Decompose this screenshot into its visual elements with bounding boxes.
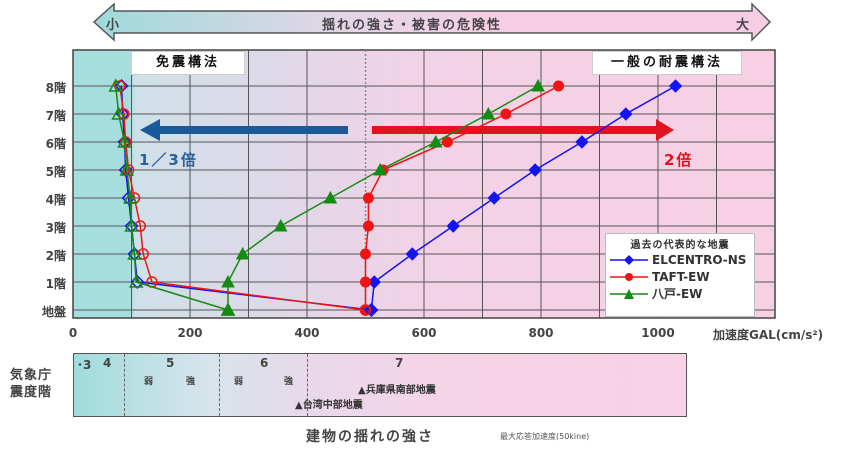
jma-label-line2: 震度階 bbox=[10, 385, 53, 400]
triangle-marker-icon bbox=[610, 288, 648, 299]
triangle-marker-icon bbox=[119, 162, 135, 176]
x-tick: 1000 bbox=[641, 326, 675, 340]
jma-label-line1: 気象庁 bbox=[10, 368, 53, 383]
y-tick: 2階 bbox=[45, 249, 66, 263]
diamond-marker-icon bbox=[528, 163, 542, 177]
intensity-5: 5 bbox=[166, 356, 175, 370]
jma-scale-label: 気象庁 震度階 bbox=[10, 367, 52, 401]
scale-divider bbox=[124, 354, 125, 416]
legend-item-elcentro: ELCENTRO-NS bbox=[606, 251, 754, 268]
legend-label: TAFT-EW bbox=[652, 269, 710, 284]
severity-banner: 小 揺れの強さ・被害の危険性 大 bbox=[92, 2, 772, 42]
y-tick: 地盤 bbox=[41, 305, 66, 319]
conventional-method-label: 一般の耐震構法 bbox=[592, 51, 742, 75]
y-tick: 8階 bbox=[45, 81, 66, 95]
conventional-ratio-label: 2倍 bbox=[664, 151, 694, 169]
banner-low-label: 小 bbox=[106, 18, 122, 33]
diamond-marker-icon bbox=[405, 247, 420, 261]
footer-title: 建物の揺れの強さ bbox=[306, 429, 434, 445]
circle-marker-icon bbox=[362, 192, 374, 204]
legend-label: 八戸-EW bbox=[652, 287, 703, 301]
circle-marker-icon bbox=[362, 220, 374, 232]
isolation-method-label: 免震構法 bbox=[131, 51, 245, 75]
diamond-marker-icon bbox=[487, 191, 501, 205]
intensity-3: ･3 bbox=[77, 358, 92, 372]
triangle-marker-icon bbox=[273, 218, 288, 232]
triangle-marker-icon bbox=[111, 106, 126, 120]
x-tick: 400 bbox=[294, 326, 320, 340]
y-tick: 4階 bbox=[45, 193, 66, 207]
diamond-marker-icon bbox=[446, 219, 460, 233]
triangle-marker-icon bbox=[373, 162, 387, 176]
legend-item-hachinohe: 八戸-EW bbox=[606, 285, 754, 302]
triangle-marker-icon bbox=[124, 218, 139, 232]
chart-legend: 過去の代表的な地震 ELCENTRO-NS TAFT-EW 八戸-EW bbox=[605, 233, 755, 317]
isolation-arrow-icon bbox=[140, 119, 348, 141]
y-tick: 1階 bbox=[45, 277, 66, 291]
triangle-marker-icon bbox=[127, 246, 142, 260]
circle-marker-icon bbox=[553, 80, 565, 92]
triangle-marker-icon bbox=[481, 106, 496, 120]
triangle-marker-icon bbox=[117, 134, 132, 148]
triangle-marker-icon bbox=[221, 274, 235, 288]
diamond-marker-icon bbox=[668, 79, 683, 93]
scale-divider bbox=[307, 354, 308, 416]
triangle-marker-icon bbox=[123, 190, 138, 204]
event-taiwan: ▲台湾中部地震 bbox=[295, 400, 363, 411]
legend-item-taft: TAFT-EW bbox=[606, 268, 754, 285]
intensity-6-strong: 強 bbox=[284, 377, 294, 387]
double-arrow-icon bbox=[92, 2, 772, 42]
triangle-marker-icon bbox=[531, 78, 545, 92]
series-line bbox=[114, 85, 229, 311]
x-axis-unit-label: 加速度GAL(cm/s²) bbox=[713, 328, 824, 342]
x-tick: 200 bbox=[177, 326, 203, 340]
triangle-marker-icon bbox=[128, 274, 144, 288]
y-tick: 6階 bbox=[45, 137, 66, 151]
legend-title: 過去の代表的な地震 bbox=[630, 240, 730, 251]
circle-marker-icon bbox=[610, 272, 648, 281]
triangle-marker-icon bbox=[428, 134, 443, 148]
scale-divider bbox=[219, 354, 220, 416]
isolation-ratio-label: 1／3倍 bbox=[139, 151, 198, 169]
x-tick: 600 bbox=[411, 326, 437, 340]
x-tick: 0 bbox=[68, 326, 78, 340]
triangle-marker-icon bbox=[323, 190, 338, 204]
diamond-marker-icon bbox=[364, 302, 379, 318]
circle-marker-icon bbox=[360, 248, 371, 260]
circle-marker-icon bbox=[359, 304, 372, 316]
intensity-6-weak: 弱 bbox=[234, 377, 244, 387]
jma-intensity-scale: ･3 4 5 弱 強 6 弱 強 7 ▲兵庫県南部地震 ▲台湾中部地震 bbox=[73, 353, 687, 417]
y-tick: 7階 bbox=[45, 109, 66, 123]
circle-marker-icon bbox=[360, 276, 371, 288]
triangle-marker-icon bbox=[235, 246, 250, 260]
series-line bbox=[120, 85, 372, 311]
footer-subtitle: 最大応答加速度(50kine) bbox=[500, 432, 590, 441]
triangle-marker-icon bbox=[108, 78, 123, 92]
y-tick: 5階 bbox=[45, 165, 66, 179]
triangle-marker-icon bbox=[220, 302, 236, 316]
circle-marker-icon bbox=[500, 108, 512, 120]
intensity-7: 7 bbox=[395, 356, 404, 370]
intensity-5-strong: 強 bbox=[186, 377, 196, 387]
banner-high-label: 大 bbox=[736, 18, 752, 33]
intensity-5-weak: 弱 bbox=[144, 377, 154, 387]
series-lines bbox=[108, 78, 683, 318]
diamond-marker-icon bbox=[575, 135, 589, 149]
circle-marker-icon bbox=[441, 136, 453, 148]
intensity-6: 6 bbox=[260, 356, 269, 370]
intensity-4: 4 bbox=[103, 356, 112, 370]
diamond-marker-icon bbox=[610, 254, 648, 265]
diamond-marker-icon bbox=[619, 107, 633, 121]
banner-center-label: 揺れの強さ・被害の危険性 bbox=[322, 18, 503, 33]
y-tick: 3階 bbox=[45, 221, 66, 235]
conventional-arrow-icon bbox=[372, 119, 674, 141]
legend-label: ELCENTRO-NS bbox=[652, 252, 747, 267]
x-tick: 800 bbox=[528, 326, 554, 340]
event-hyogo: ▲兵庫県南部地震 bbox=[358, 385, 436, 396]
